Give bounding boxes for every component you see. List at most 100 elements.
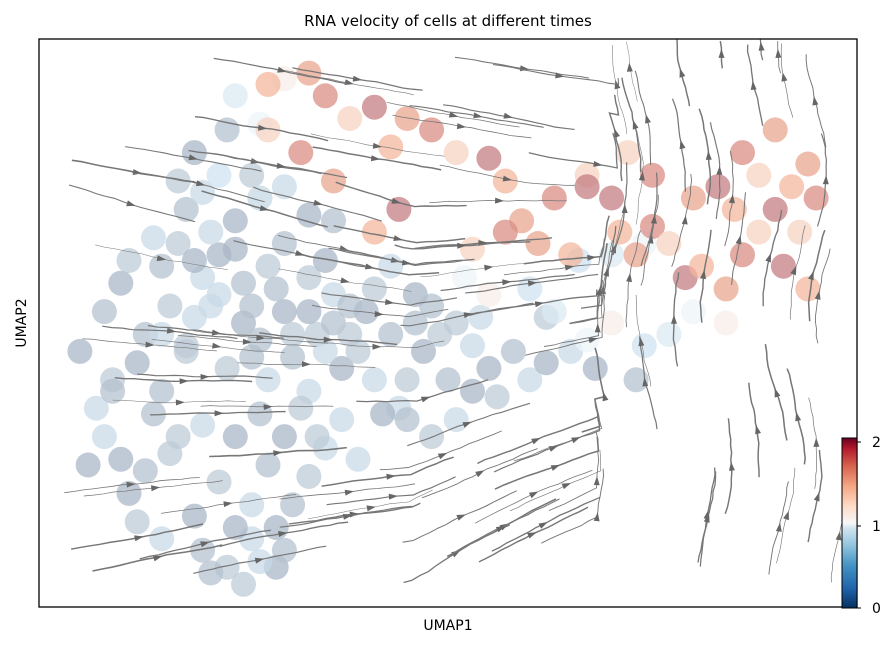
- streamline-arrow: [179, 378, 189, 385]
- streamline-arrow: [822, 175, 829, 185]
- cell-point: [721, 196, 747, 222]
- cell-point: [460, 333, 485, 359]
- streamline-arrow: [603, 267, 609, 277]
- streamline-arrow: [388, 493, 398, 500]
- cell-point: [484, 384, 510, 410]
- streamline-arrow: [587, 254, 597, 261]
- streamline-arrow: [528, 491, 539, 499]
- cell-point: [337, 106, 363, 131]
- colorbar-gradient: [841, 437, 858, 609]
- cell-point: [312, 83, 338, 109]
- streamline-arrow: [374, 311, 384, 317]
- cell-point: [271, 537, 297, 563]
- streamline-arrow: [258, 124, 268, 131]
- cell-point: [173, 338, 199, 364]
- streamline-arrow: [223, 501, 233, 508]
- streamline-arrow: [632, 120, 639, 130]
- streamline-arrow: [593, 161, 603, 167]
- streamline-arrow: [716, 165, 723, 175]
- cell-point: [762, 196, 788, 222]
- streamline: [541, 468, 604, 544]
- cell-point: [361, 219, 387, 245]
- streamline-arrow: [495, 197, 505, 204]
- streamline: [475, 469, 593, 524]
- streamline: [676, 39, 691, 107]
- streamline-arrow: [671, 314, 677, 324]
- streamline: [335, 181, 467, 208]
- cell-point: [296, 265, 322, 291]
- chart-title: RNA velocity of cells at different times: [304, 12, 592, 30]
- streamline-arrow: [386, 473, 396, 480]
- streamline-arrow: [814, 290, 821, 300]
- streamline-arrow: [276, 162, 286, 169]
- streamline-arrow: [457, 242, 467, 249]
- cell-point: [181, 248, 207, 273]
- streamline: [746, 44, 764, 126]
- cell-point: [67, 338, 93, 364]
- streamline-arrow: [775, 522, 782, 532]
- streamline-arrow: [188, 154, 198, 161]
- cell-point: [361, 276, 387, 302]
- streamline-arrow: [393, 235, 403, 241]
- cell-point: [222, 83, 248, 109]
- cell-point: [623, 367, 649, 393]
- cell-point: [476, 145, 502, 171]
- streamline-arrow: [593, 512, 600, 522]
- streamline-arrow: [718, 48, 725, 58]
- cell-point: [680, 185, 706, 211]
- streamline-arrow: [503, 112, 513, 119]
- streamline-arrow: [808, 270, 814, 281]
- cell-point: [656, 231, 682, 256]
- cell-point: [271, 174, 297, 200]
- cell-point: [255, 71, 281, 97]
- streamline-arrow: [313, 199, 323, 206]
- streamline-arrow: [602, 391, 609, 402]
- cell-point: [656, 321, 682, 347]
- streamline-arrow: [594, 323, 601, 333]
- streamline-arrow: [385, 299, 395, 305]
- streamline-arrow: [200, 374, 210, 380]
- streamline-arrow: [166, 327, 177, 334]
- streamline-arrow: [550, 464, 561, 471]
- cell-point: [419, 117, 445, 143]
- cell-point: [329, 407, 355, 433]
- streamline-arrow: [645, 114, 651, 124]
- cell-point: [280, 344, 306, 370]
- streamline-arrow: [781, 72, 788, 82]
- streamline-arrow: [273, 450, 283, 457]
- cell-point: [492, 219, 518, 245]
- streamline-arrow: [401, 259, 412, 266]
- cell-point: [746, 162, 772, 188]
- x-axis-label: UMAP1: [423, 618, 472, 634]
- cell-point: [255, 367, 281, 393]
- streamline-arrow: [790, 265, 797, 276]
- streamline-arrow: [775, 48, 782, 58]
- streamline-arrow: [463, 312, 473, 319]
- cell-point: [476, 282, 502, 308]
- cell-point: [288, 395, 314, 421]
- cell-point: [713, 310, 739, 336]
- cell-point: [304, 424, 330, 450]
- cell-point: [443, 140, 469, 166]
- cell-point: [255, 117, 281, 143]
- streamline: [407, 402, 531, 447]
- streamline-arrow: [626, 272, 632, 283]
- cell-point: [631, 333, 657, 359]
- cell-point: [615, 140, 641, 166]
- cell-point: [165, 231, 191, 256]
- cell-point: [468, 304, 494, 330]
- streamline-arrow: [156, 255, 167, 262]
- streamline-arrow: [151, 485, 161, 492]
- cell-point: [525, 231, 551, 256]
- streamline-arrow: [700, 269, 706, 280]
- cell-point: [451, 265, 477, 291]
- cell-point: [116, 248, 142, 273]
- streamline-arrow: [813, 492, 820, 502]
- streamline-arrow: [352, 75, 363, 82]
- streamline-arrow: [650, 214, 657, 224]
- streamline-arrow: [538, 522, 548, 529]
- cell-point: [198, 219, 224, 245]
- cell-point: [149, 526, 175, 552]
- cell-point: [124, 509, 150, 535]
- colorbar: 2 1 0: [841, 435, 881, 617]
